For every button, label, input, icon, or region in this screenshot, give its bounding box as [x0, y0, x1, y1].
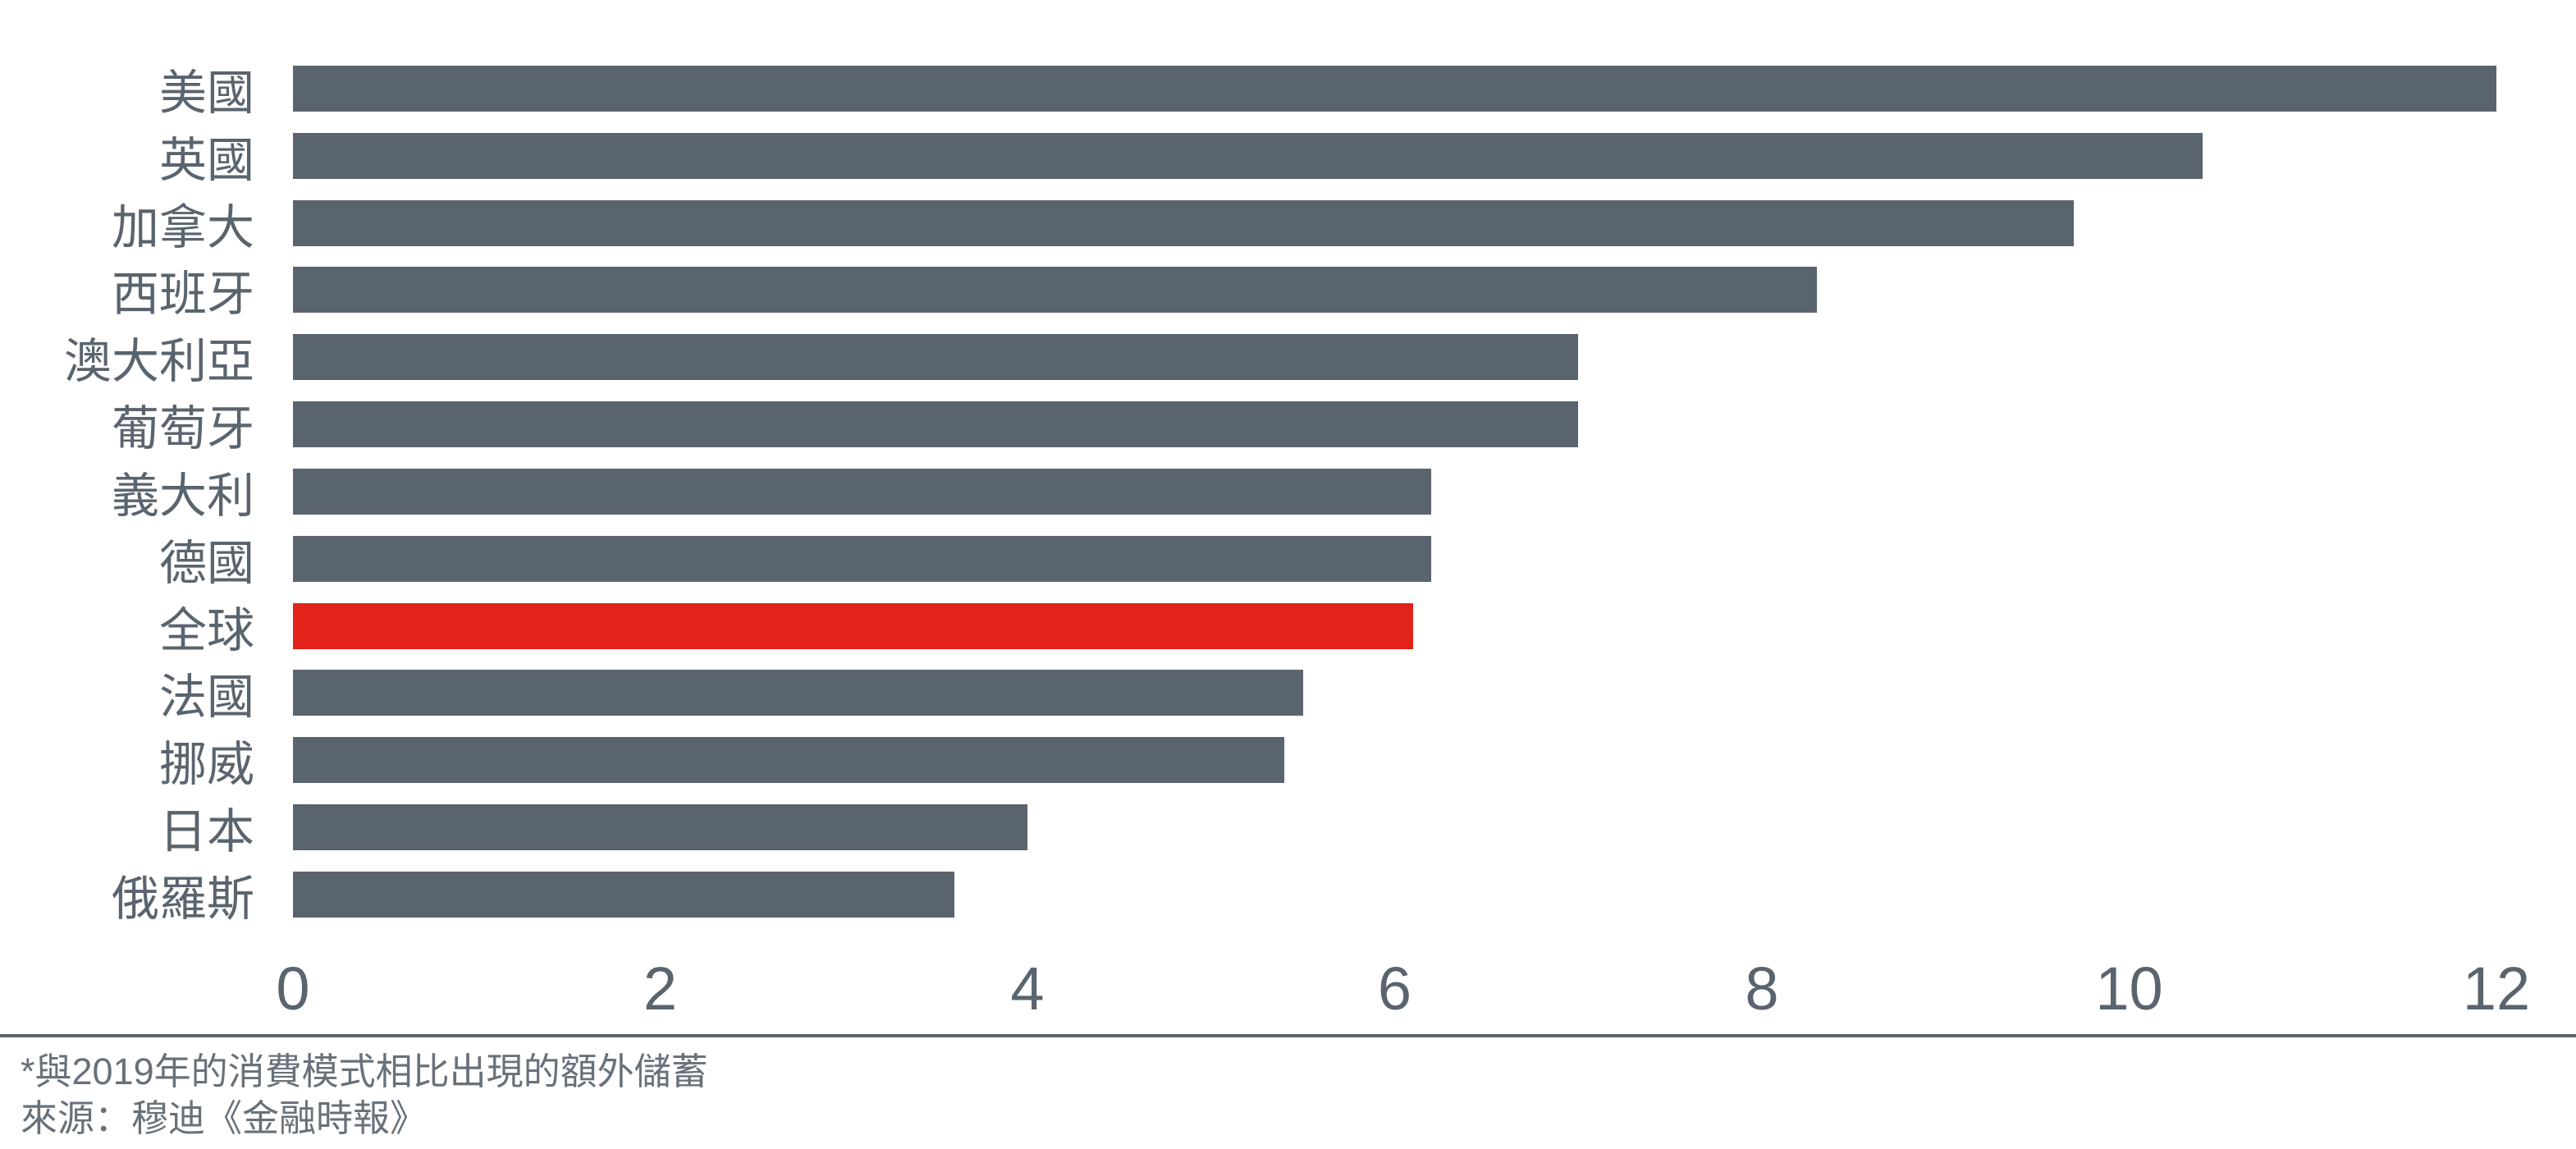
x-axis-tick-label: 8: [1745, 954, 1779, 1023]
chart-footer: *與2019年的消費模式相比出現的額外儲蓄 來源：穆迪《金融時報》: [21, 1048, 708, 1142]
bar: [293, 401, 1579, 448]
category-label: 義大利: [111, 469, 254, 523]
chart-row: 德國: [0, 525, 2576, 593]
chart-row: 澳大利亞: [0, 323, 2576, 391]
divider-line: [0, 1034, 2576, 1037]
footnote: *與2019年的消費模式相比出現的額外儲蓄: [21, 1051, 708, 1092]
chart-row: 西班牙: [0, 256, 2576, 323]
x-axis-tick-label: 6: [1377, 954, 1412, 1023]
category-label: 日本: [158, 805, 254, 859]
chart-row: 義大利: [0, 458, 2576, 525]
x-axis-tick-label: 10: [2095, 954, 2163, 1023]
chart-row: 加拿大: [0, 190, 2576, 257]
chart-row: 英國: [0, 122, 2576, 190]
category-label: 加拿大: [111, 200, 254, 254]
bar: [293, 267, 1818, 314]
chart-row: 法國: [0, 659, 2576, 726]
category-label: 法國: [158, 671, 254, 725]
chart-row: 俄羅斯: [0, 861, 2576, 928]
bar: [293, 132, 2203, 179]
bar: [293, 199, 2075, 246]
bar: [293, 737, 1285, 784]
x-axis-tick-label: 4: [1010, 954, 1045, 1023]
chart-row: 美國: [0, 55, 2576, 122]
category-label: 俄羅斯: [111, 872, 254, 926]
x-axis-tick-label: 0: [276, 954, 310, 1023]
category-label: 德國: [158, 536, 254, 590]
x-axis-tick-label: 2: [643, 954, 678, 1023]
category-label: 全球: [158, 603, 254, 657]
category-label: 英國: [158, 133, 254, 187]
bar: [293, 871, 954, 918]
chart-row: 日本: [0, 794, 2576, 861]
bar: [293, 334, 1579, 381]
bar: [293, 468, 1432, 515]
category-label: 澳大利亞: [63, 335, 254, 389]
bar: [293, 804, 1027, 851]
bar: [293, 535, 1432, 582]
chart-row: 挪威: [0, 726, 2576, 794]
chart-row: 葡萄牙: [0, 391, 2576, 458]
category-label: 西班牙: [111, 268, 254, 322]
bar: [293, 670, 1303, 716]
category-label: 葡萄牙: [111, 402, 254, 456]
bar-highlighted: [293, 602, 1413, 649]
chart-row: 全球: [0, 593, 2576, 660]
bar: [293, 66, 2496, 112]
category-label: 挪威: [158, 738, 254, 792]
category-label: 美國: [158, 66, 254, 120]
x-axis-tick-label: 12: [2462, 954, 2531, 1023]
source-note: 來源：穆迪《金融時報》: [21, 1097, 428, 1139]
